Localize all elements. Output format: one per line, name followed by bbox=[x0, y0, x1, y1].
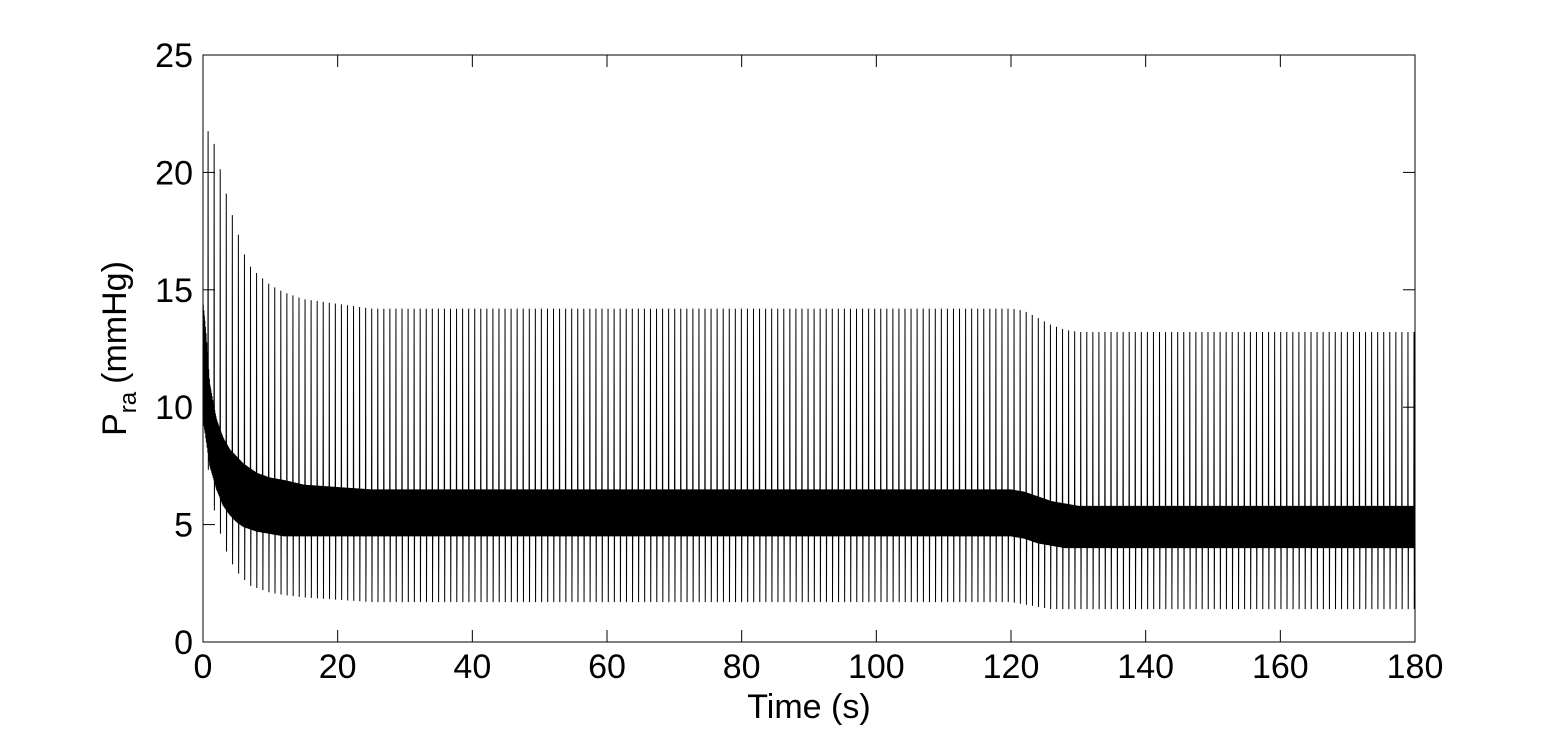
x-tick-label: 80 bbox=[723, 648, 761, 686]
y-tick-label: 0 bbox=[174, 624, 193, 662]
x-tick-label: 120 bbox=[983, 648, 1040, 686]
y-axis-label-main: P bbox=[96, 413, 134, 436]
x-tick-label: 140 bbox=[1117, 648, 1174, 686]
y-axis-ticks: 0 5 10 15 20 25 bbox=[155, 37, 1415, 662]
x-axis-ticks: 0 20 40 60 80 100 120 140 160 180 bbox=[194, 55, 1444, 686]
y-axis-label-unit: (mmHg) bbox=[96, 261, 134, 384]
x-tick-label: 100 bbox=[848, 648, 905, 686]
x-tick-label: 20 bbox=[319, 648, 357, 686]
x-tick-label: 160 bbox=[1252, 648, 1309, 686]
x-tick-label: 180 bbox=[1387, 648, 1444, 686]
axes-box bbox=[202, 54, 1416, 643]
y-axis-label: Pra (mmHg) bbox=[96, 261, 142, 436]
y-tick-label: 10 bbox=[155, 389, 193, 427]
x-axis-label: Time (s) bbox=[747, 688, 870, 726]
x-tick-label: 0 bbox=[194, 648, 213, 686]
y-tick-label: 20 bbox=[155, 154, 193, 192]
svg-text:Pra(mmHg): Pra (mmHg) bbox=[96, 261, 142, 436]
y-axis-label-subscript: ra bbox=[115, 391, 142, 413]
x-tick-label: 60 bbox=[588, 648, 626, 686]
x-tick-label: 40 bbox=[453, 648, 491, 686]
y-tick-label: 25 bbox=[155, 37, 193, 75]
y-tick-label: 5 bbox=[174, 507, 193, 545]
pressure-waveform bbox=[202, 131, 1416, 610]
y-tick-label: 15 bbox=[155, 272, 193, 310]
series-line bbox=[202, 131, 1416, 610]
